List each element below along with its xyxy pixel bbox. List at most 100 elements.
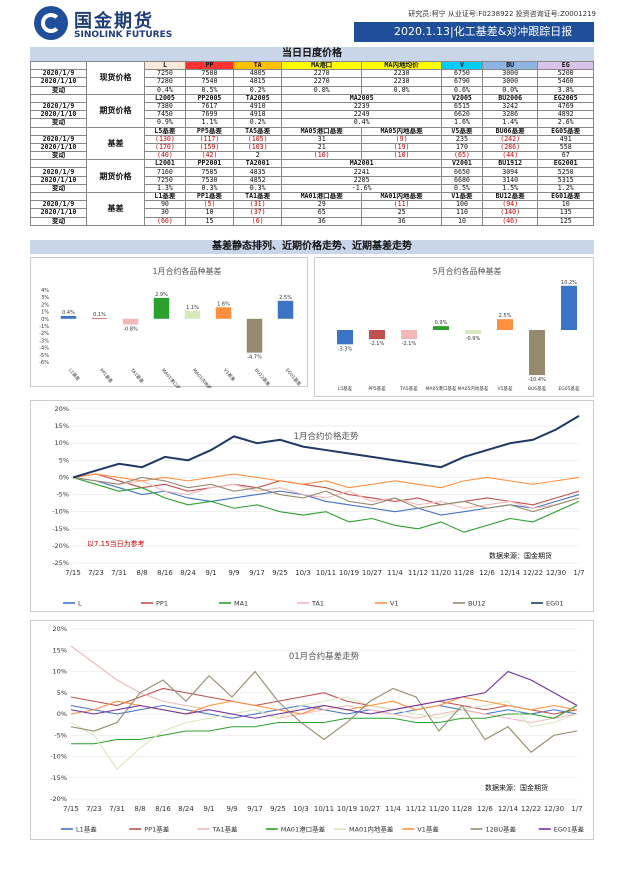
table-cell: 6620 [441,110,483,120]
bar [529,330,545,376]
series-line [72,476,580,533]
table-cell: 2270 [281,77,363,87]
header-cell: EG05基差 [537,126,594,136]
table-cell: 110 [441,208,483,218]
table-row: 变动 1.3% 0.3% 0.3% -1.6% 0.5% 1.5% 1.2% [30,183,594,194]
data-source-label: 数据来源：国金期货 [489,552,552,560]
y-tick-label: -10% [52,508,69,516]
legend-label: MA01内地基差 [349,825,394,834]
x-tick-label: 1/7 [573,569,584,577]
table-cell: 30 [144,208,186,218]
x-tick-label: 11/28 [452,805,472,813]
x-tick-label: BU12基差 [253,367,272,388]
table-cell: 6790 [441,77,483,87]
x-tick-label: 10/3 [295,569,311,577]
table-header-row: 现货价格 L PP TA MA港口 MA内地均价 V BU EG [30,60,594,95]
x-tick-label: 7/15 [65,569,81,577]
table-cell: (130) [144,134,186,144]
header-cell: PP5基差 [184,126,235,136]
table-cell: 10 [537,200,594,210]
table-cell: 100 [441,200,483,210]
y-tick-label: -3% [39,338,49,344]
legend-label: 12BU基差 [486,825,517,834]
legend-label: L [78,600,82,608]
chart-panel-basis-trend: 20% 15% 10% 5% 0% -5% -10% -15% -20% 7/15 7/23 7/31… [30,620,594,840]
header-cell: V2001 [441,159,483,169]
table-cell: (242) [481,134,539,144]
x-tick-label: 8/16 [157,569,173,577]
table-cell: (103) [233,142,283,153]
y-tick-label: -4% [39,346,49,352]
series-line [70,687,578,715]
header-cell: TA1基差 [233,191,283,202]
header-cell: MA01港口基差 [281,191,363,202]
table-cell: 2020/1/9 [30,200,87,210]
header-cell: MA港口 [281,60,363,71]
x-tick-label: V5基差 [498,385,513,392]
table-cell: (60) [144,216,186,226]
table-cell: (11) [361,200,443,210]
data-label: -2.1% [370,341,385,347]
table-cell: 90 [144,200,186,210]
table-cell: 0.0% [481,85,539,95]
x-tick-label: 7/23 [86,805,102,813]
x-tick-label: 12/6 [479,569,495,577]
header-cell: TA2005 [233,93,283,103]
series-line [72,476,580,516]
block-label: 基差 [86,126,145,161]
header-cell: BU12基差 [481,191,539,202]
table-cell: 1.3% [144,183,186,194]
table-cell: 4910 [233,101,283,112]
x-tick-label: TA5基差 [399,385,418,392]
table-cell: 3286 [481,110,539,120]
x-tick-label: 9/17 [249,569,265,577]
x-tick-label: 10/11 [314,805,334,813]
table-cell: 3000 [481,77,539,87]
y-tick-label: -25% [52,559,69,567]
header-cell: V5基差 [441,126,483,136]
table-cell: 0.4% [144,85,186,95]
table-cell: 5460 [537,77,594,87]
series-line [72,414,580,479]
chart-panel-price-trend: 20% 15% 10% 5% 0% -5% -10% -15% -20% -25% 7/15 7/23… [30,400,594,612]
header-cell: BU1912 [481,159,539,169]
y-tick-label: 20% [55,405,69,413]
x-tick-label: 7/15 [63,805,79,813]
table-cell: 1.1% [184,118,235,128]
table-cell: (286) [481,142,539,153]
data-label: -2.1% [402,341,417,347]
table-cell: 变动 [30,216,87,226]
y-tick-label: -10% [50,753,67,761]
table-cell: (10) [281,151,363,161]
header-cell: PP2001 [184,159,235,169]
x-tick-label: 10/19 [339,569,359,577]
x-tick-label: 9/17 [247,805,263,813]
x-tick-label: 8/24 [178,805,194,813]
line-chart-price-trend: 20% 15% 10% 5% 0% -5% -10% -15% -20% -25% 7/15 7/23… [52,405,584,608]
table-cell: (10) [361,151,443,161]
table-cell: 235 [441,134,483,144]
y-tick-label: 0% [41,317,49,323]
legend-label: V1 [390,600,399,608]
x-tick-label: 11/28 [454,569,474,577]
data-label: 1.1% [186,305,199,311]
bar [153,297,170,319]
legend-label: MA01港口基差 [281,825,326,834]
y-tick-label: 15% [53,646,67,654]
table-cell: 0.6% [441,85,483,95]
x-tick-label: L5基差 [338,385,353,392]
bar [60,315,77,319]
data-label: -3.3% [338,346,353,352]
table-header-row: 基差 L5基差 PP5基差 TA5基差 MA05港口基差 MA05内地基差 V5基差 BU06… [30,126,594,161]
legend-label: TA1基差 [212,825,239,834]
series-line [70,704,578,719]
data-label: 1.6% [217,301,230,307]
table-cell: 10 [441,216,483,226]
table-cell: 2020/1/10 [30,142,87,153]
header-cell: PP [184,60,235,71]
header-cell: L2001 [144,159,186,169]
x-tick-label: 12/30 [546,569,566,577]
table-cell: 0.9% [144,118,186,128]
x-tick-label: 11/12 [408,569,428,577]
x-tick-label: 9/9 [226,805,237,813]
